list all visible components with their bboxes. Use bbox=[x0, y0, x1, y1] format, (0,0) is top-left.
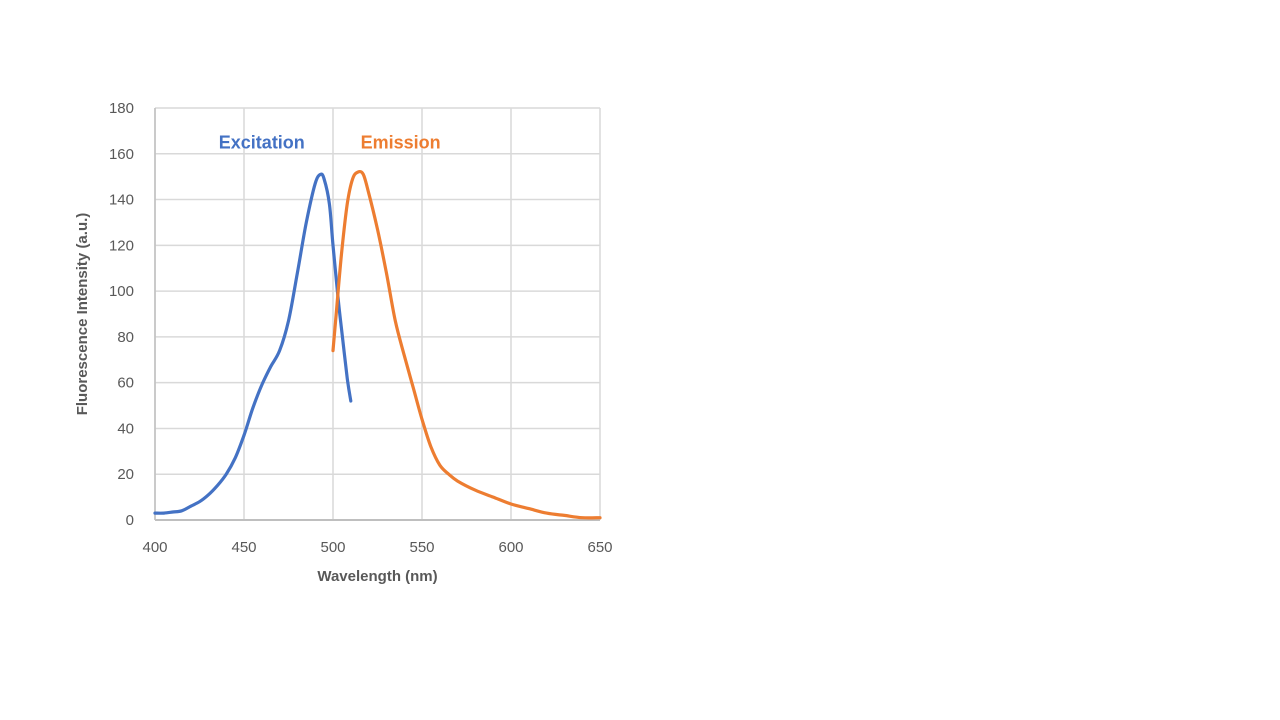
tick-labels: 400 450 500 550 600 650 0 20 40 60 80 100 120 140 160 1… bbox=[109, 100, 613, 556]
y-tick-label: 120 bbox=[109, 237, 134, 254]
x-tick-label: 600 bbox=[498, 539, 523, 556]
excitation-label: Excitation bbox=[219, 132, 305, 152]
y-tick-label: 140 bbox=[109, 192, 134, 209]
x-tick-label: 400 bbox=[142, 539, 167, 556]
y-tick-label: 60 bbox=[117, 375, 134, 392]
y-tick-label: 180 bbox=[109, 100, 134, 117]
x-tick-label: 500 bbox=[320, 539, 345, 556]
y-tick-label: 80 bbox=[117, 329, 134, 346]
x-axis-title: Wavelength (nm) bbox=[317, 568, 437, 585]
emission-label: Emission bbox=[361, 132, 441, 152]
y-axis-title: Fluorescence Intensity (a.u.) bbox=[74, 213, 91, 416]
x-tick-label: 450 bbox=[231, 539, 256, 556]
axes bbox=[154, 108, 600, 521]
gridlines bbox=[154, 107, 601, 521]
emission-series-line bbox=[331, 169, 602, 520]
x-tick-label: 650 bbox=[587, 539, 612, 556]
series-annotations: Excitation Emission bbox=[219, 132, 441, 152]
y-tick-label: 20 bbox=[117, 466, 134, 483]
y-tick-label: 100 bbox=[109, 283, 134, 300]
x-tick-label: 550 bbox=[409, 539, 434, 556]
excitation-series-line bbox=[153, 172, 353, 515]
y-tick-label: 160 bbox=[109, 146, 134, 163]
data-series bbox=[153, 169, 602, 520]
y-tick-label: 40 bbox=[117, 420, 134, 437]
y-tick-label: 0 bbox=[126, 512, 134, 529]
